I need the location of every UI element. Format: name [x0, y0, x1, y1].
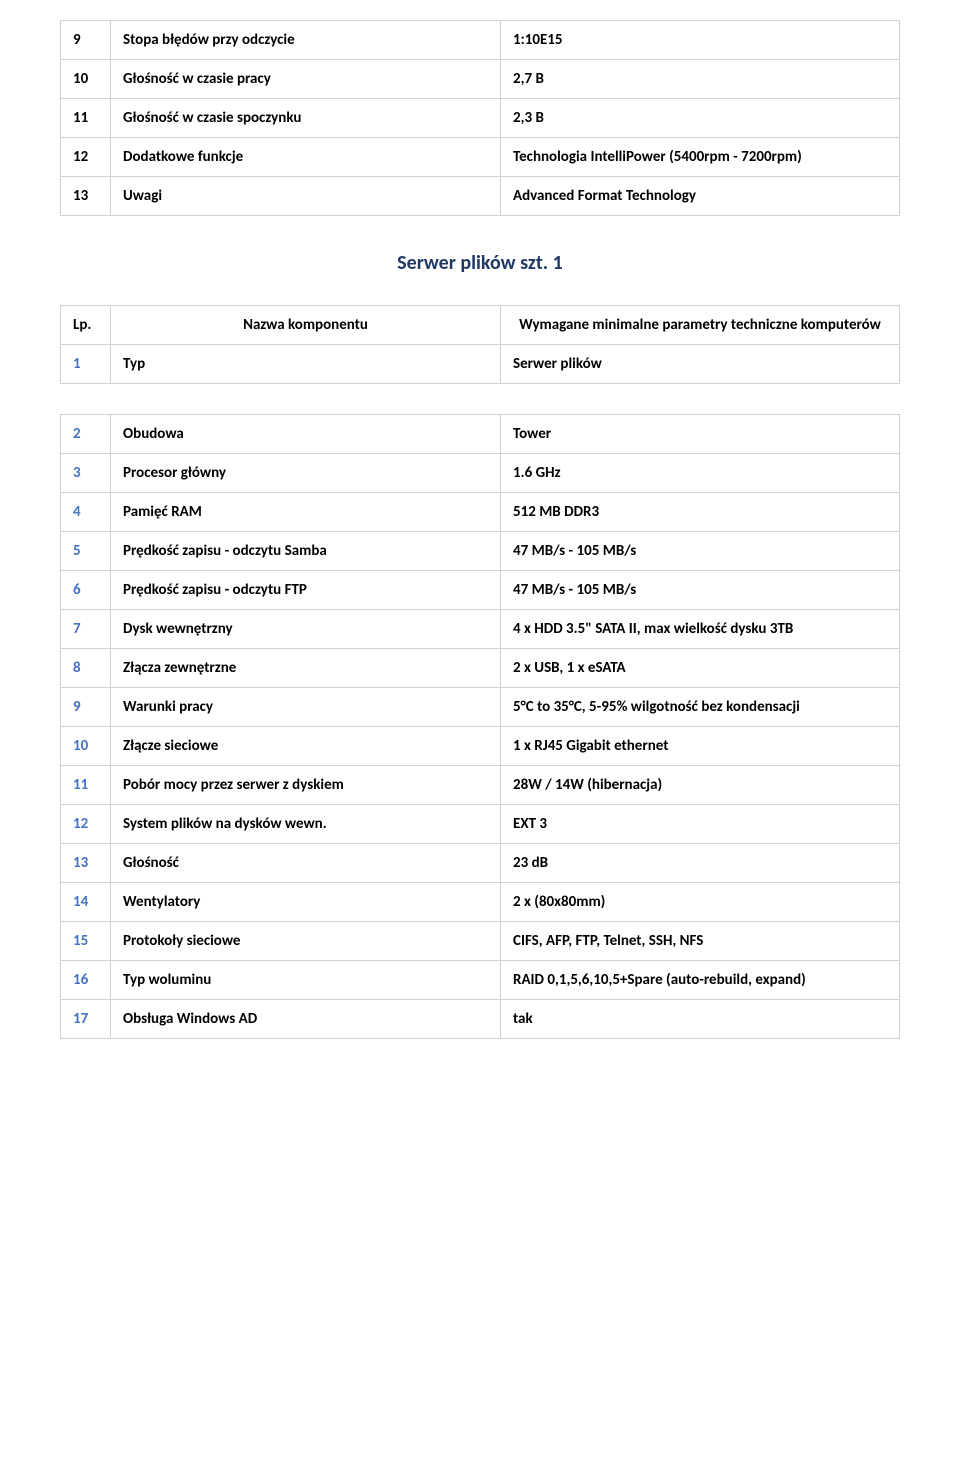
row-num: 10: [61, 60, 111, 99]
row-name: Dysk wewnętrzny: [111, 610, 501, 649]
table-row: 11 Pobór mocy przez serwer z dyskiem 28W…: [61, 766, 900, 805]
table-row: 15 Protokoły sieciowe CIFS, AFP, FTP, Te…: [61, 922, 900, 961]
row-name: Pobór mocy przez serwer z dyskiem: [111, 766, 501, 805]
row-name: Protokoły sieciowe: [111, 922, 501, 961]
row-value: 1:10E15: [501, 21, 900, 60]
row-name: Wentylatory: [111, 883, 501, 922]
row-name: System plików na dysków wewn.: [111, 805, 501, 844]
row-value: CIFS, AFP, FTP, Telnet, SSH, NFS: [501, 922, 900, 961]
table-row: 1 Typ Serwer plików: [61, 345, 900, 384]
row-num: 15: [61, 922, 111, 961]
row-num: 1: [61, 345, 111, 384]
row-value: 2 x (80x80mm): [501, 883, 900, 922]
row-num: 12: [61, 138, 111, 177]
row-name: Głośność w czasie spoczynku: [111, 99, 501, 138]
table-row: 11 Głośność w czasie spoczynku 2,3 B: [61, 99, 900, 138]
table-row: 3 Procesor główny 1.6 GHz: [61, 454, 900, 493]
row-num: 2: [61, 415, 111, 454]
row-num: 11: [61, 99, 111, 138]
row-num: 11: [61, 766, 111, 805]
table-row: 14 Wentylatory 2 x (80x80mm): [61, 883, 900, 922]
row-num: 6: [61, 571, 111, 610]
header-num: Lp.: [61, 306, 111, 345]
row-num: 13: [61, 844, 111, 883]
row-value: 2,7 B: [501, 60, 900, 99]
row-value: Tower: [501, 415, 900, 454]
table-row: 17 Obsługa Windows AD tak: [61, 1000, 900, 1039]
table-row: 7 Dysk wewnętrzny 4 x HDD 3.5" SATA II, …: [61, 610, 900, 649]
table-row: 10 Złącze sieciowe 1 x RJ45 Gigabit ethe…: [61, 727, 900, 766]
row-name: Prędkość zapisu - odczytu Samba: [111, 532, 501, 571]
row-value: EXT 3: [501, 805, 900, 844]
header-value: Wymagane minimalne parametry techniczne …: [501, 306, 900, 345]
row-name: Warunki pracy: [111, 688, 501, 727]
row-name: Złącza zewnętrzne: [111, 649, 501, 688]
row-num: 13: [61, 177, 111, 216]
row-value: 23 dB: [501, 844, 900, 883]
row-name: Dodatkowe funkcje: [111, 138, 501, 177]
row-value: 47 MB/s - 105 MB/s: [501, 532, 900, 571]
row-value: 28W / 14W (hibernacja): [501, 766, 900, 805]
row-num: 4: [61, 493, 111, 532]
row-name: Prędkość zapisu - odczytu FTP: [111, 571, 501, 610]
table-row: 10 Głośność w czasie pracy 2,7 B: [61, 60, 900, 99]
row-name: Procesor główny: [111, 454, 501, 493]
row-num: 9: [61, 688, 111, 727]
row-value: 2 x USB, 1 x eSATA: [501, 649, 900, 688]
row-value: 47 MB/s - 105 MB/s: [501, 571, 900, 610]
table-row: 8 Złącza zewnętrzne 2 x USB, 1 x eSATA: [61, 649, 900, 688]
row-num: 9: [61, 21, 111, 60]
spec-table-top: 9 Stopa błędów przy odczycie 1:10E15 10 …: [60, 20, 900, 216]
table-row: 13 Uwagi Advanced Format Technology: [61, 177, 900, 216]
row-value: 4 x HDD 3.5" SATA II, max wielkość dysku…: [501, 610, 900, 649]
table-row: 13 Głośność 23 dB: [61, 844, 900, 883]
section-title: Serwer plików szt. 1: [60, 251, 900, 275]
row-num: 5: [61, 532, 111, 571]
table-row: 12 Dodatkowe funkcje Technologia Intelli…: [61, 138, 900, 177]
row-num: 3: [61, 454, 111, 493]
row-num: 8: [61, 649, 111, 688]
table-row: 9 Warunki pracy 5°C to 35°C, 5-95% wilgo…: [61, 688, 900, 727]
spec-table-main: 2 Obudowa Tower 3 Procesor główny 1.6 GH…: [60, 414, 900, 1039]
row-name: Głośność: [111, 844, 501, 883]
table-row: 5 Prędkość zapisu - odczytu Samba 47 MB/…: [61, 532, 900, 571]
row-value: 1.6 GHz: [501, 454, 900, 493]
row-num: 10: [61, 727, 111, 766]
table-header-row: Lp. Nazwa komponentu Wymagane minimalne …: [61, 306, 900, 345]
spec-table-header: Lp. Nazwa komponentu Wymagane minimalne …: [60, 305, 900, 384]
row-num: 7: [61, 610, 111, 649]
row-value: 2,3 B: [501, 99, 900, 138]
row-value: tak: [501, 1000, 900, 1039]
row-name: Uwagi: [111, 177, 501, 216]
row-name: Pamięć RAM: [111, 493, 501, 532]
row-value: 512 MB DDR3: [501, 493, 900, 532]
header-name: Nazwa komponentu: [111, 306, 501, 345]
row-num: 14: [61, 883, 111, 922]
table-row: 6 Prędkość zapisu - odczytu FTP 47 MB/s …: [61, 571, 900, 610]
table-row: 4 Pamięć RAM 512 MB DDR3: [61, 493, 900, 532]
row-value: Serwer plików: [501, 345, 900, 384]
row-name: Głośność w czasie pracy: [111, 60, 501, 99]
row-name: Obudowa: [111, 415, 501, 454]
row-num: 17: [61, 1000, 111, 1039]
row-num: 12: [61, 805, 111, 844]
row-name: Złącze sieciowe: [111, 727, 501, 766]
row-name: Obsługa Windows AD: [111, 1000, 501, 1039]
row-value: Technologia IntelliPower (5400rpm - 7200…: [501, 138, 900, 177]
table-row: 2 Obudowa Tower: [61, 415, 900, 454]
row-num: 16: [61, 961, 111, 1000]
row-name: Typ: [111, 345, 501, 384]
row-value: RAID 0,1,5,6,10,5+Spare (auto-rebuild, e…: [501, 961, 900, 1000]
row-name: Typ woluminu: [111, 961, 501, 1000]
row-value: Advanced Format Technology: [501, 177, 900, 216]
table-row: 16 Typ woluminu RAID 0,1,5,6,10,5+Spare …: [61, 961, 900, 1000]
row-name: Stopa błędów przy odczycie: [111, 21, 501, 60]
row-value: 5°C to 35°C, 5-95% wilgotność bez konden…: [501, 688, 900, 727]
row-value: 1 x RJ45 Gigabit ethernet: [501, 727, 900, 766]
table-row: 9 Stopa błędów przy odczycie 1:10E15: [61, 21, 900, 60]
table-row: 12 System plików na dysków wewn. EXT 3: [61, 805, 900, 844]
